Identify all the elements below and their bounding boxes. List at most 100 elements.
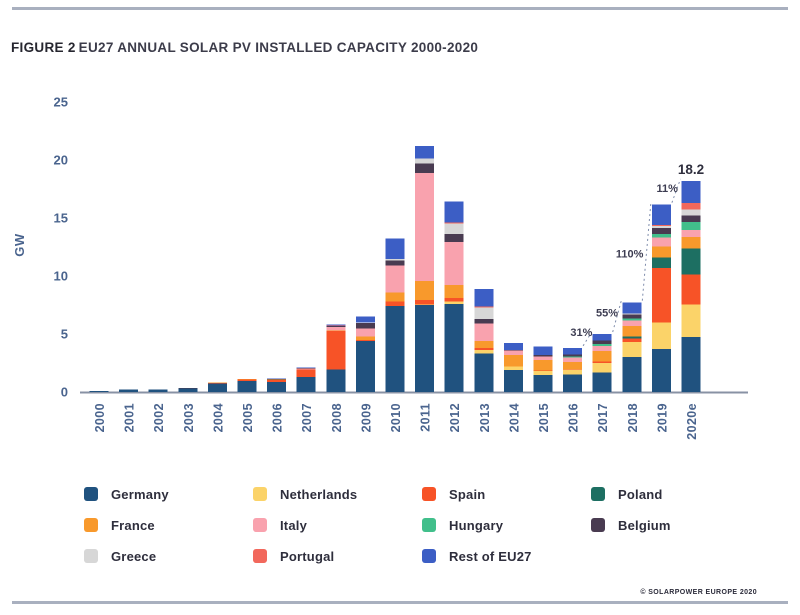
bar-segment-2013-portugal	[474, 306, 494, 308]
bar-segment-2019-belgium	[651, 227, 671, 235]
copyright-text: © SOLARPOWER EUROPE 2020	[640, 589, 757, 596]
bar-segment-2008-spain	[326, 331, 346, 370]
x-axis-label-2006: 2006	[271, 403, 285, 432]
y-axis-title: GW	[12, 233, 27, 257]
bar-segment-2011-italy	[415, 173, 435, 282]
legend-label-netherlands: Netherlands	[280, 486, 358, 502]
bar-segment-2019-france	[651, 246, 671, 258]
bar-segment-2013-belgium	[474, 318, 494, 324]
bar-segment-2015-rest-of-eu27	[533, 346, 553, 356]
y-tick-label-0: 0	[61, 385, 68, 400]
bar-segment-2014-belgium	[503, 349, 523, 351]
bar-segment-2010-france	[385, 292, 405, 302]
bar-segment-2019-hungary	[651, 234, 671, 238]
bar-segment-2003-germany	[178, 388, 198, 392]
bar-segment-2011-netherlands	[415, 304, 435, 305]
legend-swatch-italy	[253, 518, 267, 532]
growth-connector-55%	[612, 300, 622, 333]
bar-segment-2018-france	[622, 325, 642, 337]
x-axis-label-2000: 2000	[93, 403, 107, 432]
figure-title-text: EU27 ANNUAL SOLAR PV INSTALLED CAPACITY …	[78, 40, 479, 55]
bar-segment-2017-france	[592, 350, 612, 362]
figure-number-label: FIGURE 2	[11, 40, 76, 55]
legend-swatch-belgium	[591, 518, 605, 532]
x-axis-label-2002: 2002	[152, 403, 166, 432]
bar-segment-2012-germany	[444, 303, 464, 392]
growth-connector-11%	[671, 178, 681, 203]
bar-segment-2013-france	[474, 340, 494, 348]
legend-label-poland: Poland	[618, 486, 663, 502]
bar-segment-2013-rest-of-eu27	[474, 288, 494, 307]
legend-label-spain: Spain	[449, 486, 486, 502]
bar-segment-2013-greece	[474, 307, 494, 319]
x-axis-label-2004: 2004	[211, 403, 225, 432]
bar-segment-2018-spain	[622, 338, 642, 343]
bar-segment-2017-belgium	[592, 340, 612, 344]
x-axis-label-2012: 2012	[448, 403, 462, 432]
bar-segment-2016-italy	[563, 357, 583, 362]
bar-segment-2010-belgium	[385, 260, 405, 266]
bar-segment-2020e-netherlands	[681, 304, 701, 337]
bar-segment-2020e-greece	[681, 209, 701, 216]
x-axis-label-2003: 2003	[182, 403, 196, 432]
bar-segment-2019-rest-of-eu27	[651, 204, 671, 225]
bar-segment-2016-rest-of-eu27	[563, 347, 583, 355]
bar-segment-2009-germany	[355, 340, 375, 392]
bar-segment-2012-spain	[444, 297, 464, 302]
x-axis-label-2005: 2005	[241, 403, 255, 432]
x-axis-label-2019: 2019	[655, 403, 669, 432]
y-tick-label-15: 15	[54, 211, 68, 226]
bar-segment-2017-rest-of-eu27	[592, 334, 612, 341]
bar-segment-2016-belgium	[563, 354, 583, 357]
figure-title: FIGURE 2 EU27 ANNUAL SOLAR PV INSTALLED C…	[11, 40, 478, 55]
growth-label-31%: 31%	[570, 327, 592, 339]
bar-segment-2008-france	[326, 330, 346, 332]
bar-segment-2018-rest-of-eu27	[622, 302, 642, 314]
bar-segment-2014-netherlands	[503, 366, 523, 370]
y-tick-label-20: 20	[54, 153, 68, 168]
bar-segment-2020e-germany	[681, 336, 701, 392]
bar-segment-2019-netherlands	[651, 322, 671, 350]
y-tick-label-5: 5	[61, 327, 68, 342]
bar-segment-2015-netherlands	[533, 371, 553, 376]
bar-segment-2010-rest-of-eu27	[385, 238, 405, 259]
bar-segment-2007-germany	[296, 376, 316, 392]
bar-segment-2005-spain	[237, 379, 257, 381]
bar-segment-2010-greece	[385, 258, 405, 261]
legend-swatch-france	[84, 518, 98, 532]
bar-segment-2013-italy	[474, 323, 494, 341]
bar-segment-2017-hungary	[592, 343, 612, 347]
bar-segment-2012-france	[444, 285, 464, 298]
legend-label-greece: Greece	[111, 548, 157, 564]
x-axis-label-2007: 2007	[300, 403, 314, 432]
bar-segment-2005-germany	[237, 380, 257, 392]
bar-segment-2000-germany	[89, 390, 109, 392]
legend-swatch-spain	[422, 487, 436, 501]
x-axis-label-2018: 2018	[626, 403, 640, 432]
bar-segment-2009-rest-of-eu27	[355, 316, 375, 323]
x-axis-label-2014: 2014	[507, 403, 521, 432]
bar-segment-2017-spain	[592, 361, 612, 363]
bar-segment-2006-spain	[267, 379, 287, 382]
bar-segment-2016-hungary	[563, 356, 583, 358]
bar-segment-2018-hungary	[622, 318, 642, 321]
legend-item-hungary: Hungary	[422, 518, 591, 533]
legend-column: Netherlands Italy Portugal	[253, 486, 422, 564]
bar-segment-2002-germany	[148, 389, 168, 392]
legend-item-greece: Greece	[84, 548, 253, 564]
bar-segment-2011-france	[415, 281, 435, 301]
bar-segment-2019-italy	[651, 237, 671, 247]
bar-segment-2015-spain	[533, 370, 553, 372]
x-axis-label-2020e: 2020e	[685, 403, 699, 440]
bar-segment-2011-rest-of-eu27	[415, 145, 435, 159]
legend-column: Poland Belgium	[591, 487, 760, 563]
growth-label-110%: 110%	[616, 249, 644, 261]
bar-segment-2008-germany	[326, 369, 346, 392]
bar-segment-2013-germany	[474, 353, 494, 392]
legend-column: Germany France Greece	[84, 487, 253, 564]
growth-label-55%: 55%	[596, 307, 618, 319]
legend-swatch-netherlands	[253, 487, 267, 501]
legend-item-germany: Germany	[84, 487, 253, 502]
bar-segment-2008-rest-of-eu27	[326, 324, 346, 326]
